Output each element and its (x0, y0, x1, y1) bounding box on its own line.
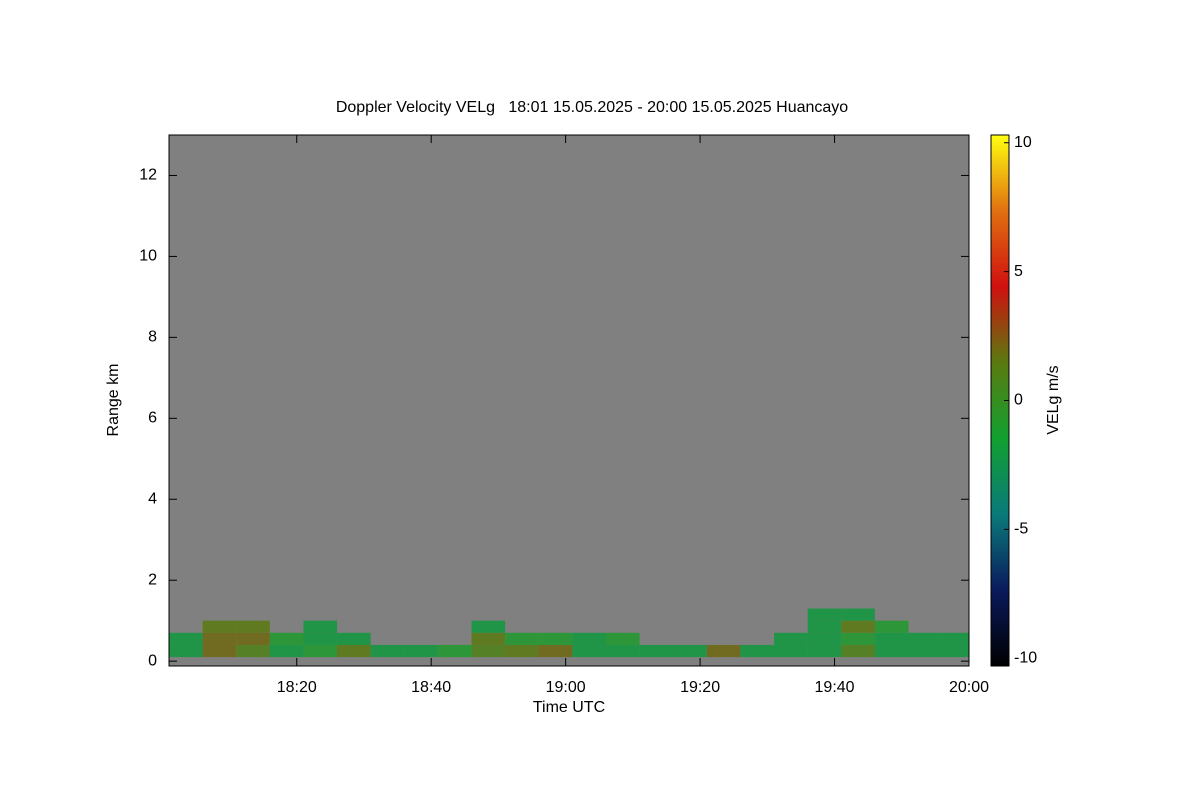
heat-cell (236, 644, 270, 658)
y-tick-label: 10 (139, 248, 157, 265)
heat-cell (202, 644, 237, 658)
y-tick-label: 2 (148, 571, 157, 588)
heat-cell (807, 644, 842, 658)
heat-cell (942, 632, 969, 645)
y-tick-label: 4 (148, 490, 157, 507)
heat-cell (874, 620, 909, 633)
heat-cell (269, 632, 304, 645)
x-axis-label: Time UTC (533, 699, 605, 716)
heat-cell (169, 632, 203, 645)
chart-title: Doppler Velocity VELg 18:01 15.05.2025 -… (336, 99, 848, 116)
heat-cell (337, 632, 371, 645)
heat-cell (538, 644, 573, 658)
y-axis-label: Range km (105, 364, 122, 437)
heat-cell (908, 644, 943, 658)
heat-cell (639, 644, 674, 658)
heat-cell (169, 644, 203, 658)
heat-cell (337, 644, 371, 658)
colorbar-tick-label: 0 (1014, 392, 1023, 409)
heat-cell (841, 608, 875, 621)
heat-cell (202, 632, 237, 645)
heat-cell (404, 644, 438, 658)
heat-cell (505, 632, 539, 645)
heat-cell (874, 632, 909, 645)
x-tick-label: 18:40 (411, 679, 451, 696)
heat-cell (471, 644, 506, 658)
x-tick-label: 19:40 (815, 679, 855, 696)
heat-cell (807, 608, 842, 621)
heat-cell (303, 620, 338, 633)
heat-cell (236, 632, 270, 645)
heat-cell (236, 620, 270, 633)
heat-cell (471, 620, 506, 633)
x-tick-label: 18:20 (277, 679, 317, 696)
heat-cell (370, 644, 405, 658)
colorbar-tick-label: -5 (1014, 521, 1028, 538)
colorbar-tick-label: 10 (1014, 134, 1032, 151)
heat-cell (841, 644, 875, 658)
heat-cell (774, 644, 808, 658)
heat-cell (572, 632, 606, 645)
heat-cell (706, 644, 741, 658)
x-tick-label: 20:00 (949, 679, 989, 696)
plot-background (169, 135, 969, 666)
x-tick-label: 19:00 (546, 679, 586, 696)
heat-cell (908, 632, 943, 645)
heat-cell (505, 644, 539, 658)
heat-cell (605, 632, 640, 645)
heat-cell (572, 644, 606, 658)
heat-cell (303, 644, 338, 658)
heat-cell (303, 632, 338, 645)
heat-cell (874, 644, 909, 658)
heat-cell (807, 620, 842, 633)
heat-cell (740, 644, 775, 658)
plot-frame (168, 134, 970, 667)
heat-cell (942, 644, 969, 658)
colorbar-tick-label: -10 (1014, 649, 1037, 666)
heat-cell (437, 644, 472, 658)
heat-cell (774, 632, 808, 645)
heat-cell (673, 644, 707, 658)
y-tick-label: 6 (148, 410, 157, 427)
colorbar-label: VELg m/s (1045, 365, 1062, 434)
x-tick-label: 19:20 (680, 679, 720, 696)
heat-cell (538, 632, 573, 645)
heat-cell (269, 644, 304, 658)
heat-cell (841, 620, 875, 633)
y-tick-label: 0 (148, 652, 157, 669)
heat-cell (841, 632, 875, 645)
y-tick-label: 12 (139, 167, 157, 184)
heat-cell (807, 632, 842, 645)
colorbar-tick-label: 5 (1014, 263, 1023, 280)
y-tick-label: 8 (148, 329, 157, 346)
heat-cell (605, 644, 640, 658)
heat-cell (202, 620, 237, 633)
heat-cell (471, 632, 506, 645)
